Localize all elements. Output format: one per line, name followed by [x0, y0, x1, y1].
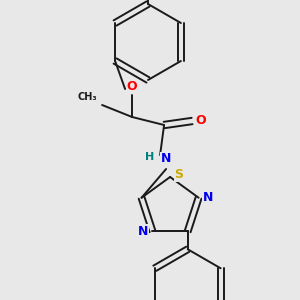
Text: S: S	[175, 169, 184, 182]
Text: O: O	[127, 80, 137, 94]
Text: O: O	[196, 113, 206, 127]
Text: N: N	[161, 152, 171, 166]
Text: N: N	[202, 191, 213, 204]
Text: H: H	[146, 152, 155, 162]
Text: CH₃: CH₃	[77, 92, 97, 102]
Text: N: N	[138, 225, 148, 238]
